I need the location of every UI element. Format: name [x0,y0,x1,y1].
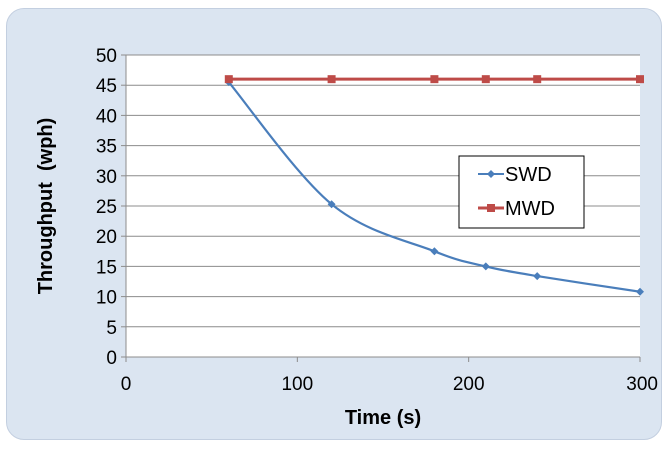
y-tick-label: 5 [106,318,117,339]
y-tick-label: 40 [96,106,117,127]
x-tick-label: 100 [281,374,313,395]
x-tick-label: 200 [453,374,485,395]
y-tick-label: 10 [96,288,117,309]
series-line-swd [227,81,641,293]
data-point-swd [533,272,542,281]
data-point-mwd [430,75,439,84]
y-tick-label: 25 [96,197,117,218]
legend-marker-mwd [487,204,495,212]
data-point-mwd [224,75,233,84]
data-point-mwd [533,75,542,84]
data-point-swd [430,247,439,256]
data-point-mwd [636,75,644,84]
legend-box [458,155,585,229]
y-tick-label: 35 [96,137,117,158]
data-point-mwd [481,75,490,84]
y-tick-label: 15 [96,257,117,278]
y-tick-label: 20 [96,227,117,248]
x-tick-label: 0 [121,374,132,395]
y-tick-label: 45 [96,76,117,97]
x-tick-labels: 0 100 200 300 [121,374,658,395]
x-tick-label: 300 [626,374,658,395]
series-layer [224,75,644,296]
y-axis-title: Throughput (wph) [35,118,57,295]
data-point-mwd [327,75,336,84]
legend-label-mwd: MWD [505,198,555,220]
legend-marker-swd [487,170,495,178]
y-tick-label: 50 [96,46,117,67]
x-axis-title: Time (s) [345,407,421,429]
legend: SWD MWD [458,155,585,229]
data-point-swd [636,287,644,296]
y-tick-labels: 0 5 10 15 20 25 30 35 40 45 50 [96,46,117,369]
axes [121,54,641,362]
data-point-swd [481,262,490,271]
data-point-swd [327,200,336,209]
legend-label-swd: SWD [505,164,552,186]
y-tick-label: 0 [106,348,117,369]
y-tick-label: 30 [96,167,117,188]
